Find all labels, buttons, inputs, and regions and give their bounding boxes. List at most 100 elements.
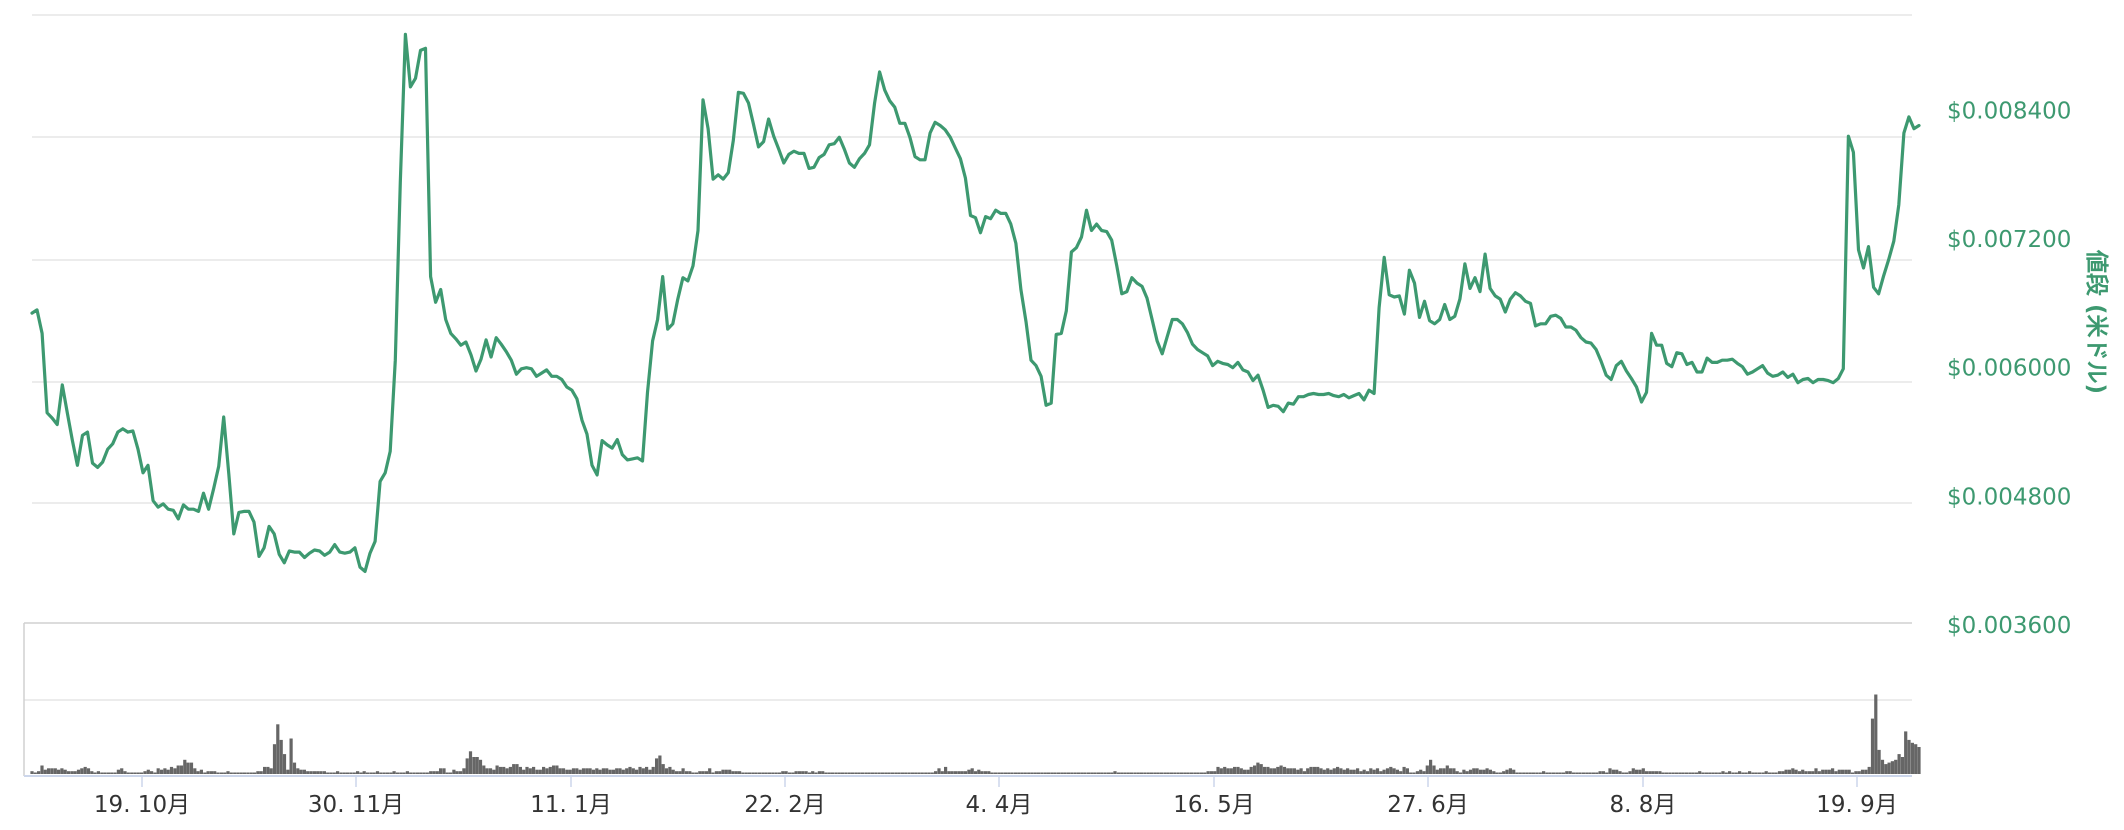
volume-bar (947, 771, 951, 774)
volume-bar (498, 766, 502, 774)
volume-bar (1482, 769, 1486, 774)
volume-bar (1429, 759, 1433, 774)
volume-bar (1113, 771, 1117, 774)
volume-bar (1083, 772, 1087, 774)
volume-bar (309, 771, 313, 774)
volume-bar (1811, 771, 1815, 774)
volume-bar (1223, 766, 1227, 774)
volume-bar (1704, 772, 1708, 774)
volume-bar (50, 768, 54, 774)
volume-bar (462, 768, 466, 774)
volume-bar (568, 769, 572, 774)
volume-bar (625, 768, 629, 774)
volume-bar (851, 772, 855, 774)
volume-bar (1395, 769, 1399, 774)
volume-bar (1548, 772, 1552, 774)
volume-bar (63, 769, 67, 774)
volume-bar (860, 772, 865, 774)
volume-bar (1126, 772, 1130, 774)
volume-bar (963, 771, 968, 774)
volume-bar (1764, 771, 1768, 774)
volume-bar (326, 772, 330, 774)
volume-bar (1455, 771, 1459, 774)
volume-bar (561, 768, 566, 774)
volume-bar (485, 768, 489, 774)
volume-bar (233, 772, 237, 774)
volume-bar (1860, 769, 1865, 774)
x-axis-ticks: 19. 10月 30. 11月 11. 1月 22. 2月 4. 4月 16. 5月 27.… (94, 776, 1898, 818)
volume-bar (1332, 768, 1336, 774)
volume-bar (814, 772, 818, 774)
volume-bar (1120, 772, 1124, 774)
volume-bar (1688, 772, 1692, 774)
volume-bar (1645, 771, 1649, 774)
volume-bar (1867, 766, 1871, 774)
volume-bar (724, 769, 728, 774)
volume-bar (1827, 769, 1831, 774)
volume-bar (1754, 772, 1758, 774)
volume-bar (1013, 772, 1017, 774)
volume-bar (405, 771, 409, 774)
volume-bar (1731, 772, 1735, 774)
volume-bar (76, 769, 81, 774)
volume-bar (292, 762, 297, 774)
volume-bar (1449, 768, 1453, 774)
volume-bar (781, 771, 785, 774)
volume-bar (1060, 772, 1064, 774)
volume-bar (57, 769, 61, 774)
volume-bar (824, 772, 828, 774)
volume-bar (774, 772, 778, 774)
volume-bar (645, 766, 649, 774)
volume-bar (475, 757, 479, 774)
volume-bar (1512, 769, 1516, 774)
volume-bar (1698, 771, 1702, 774)
volume-bar (1090, 772, 1094, 774)
volume-bar (1439, 768, 1443, 774)
volume-bar (216, 772, 220, 774)
volume-bar (392, 771, 396, 774)
volume-bar (399, 772, 403, 774)
volume-bar (1422, 771, 1426, 774)
volume-bar (1000, 772, 1004, 774)
volume-bar (1797, 771, 1801, 774)
volume-bar (495, 765, 499, 774)
volume-bar (1183, 772, 1187, 774)
volume-bar (1385, 768, 1390, 774)
volume-bar (66, 771, 71, 774)
volume-bar (1831, 768, 1835, 774)
volume-bar (831, 772, 835, 774)
volume-bar (1043, 772, 1047, 774)
volume-bar (1708, 772, 1712, 774)
volume-bar (1561, 772, 1566, 774)
volume-bar (395, 772, 399, 774)
volume-bar (601, 768, 605, 774)
volume-bar (887, 772, 891, 774)
volume-bar (1505, 769, 1509, 774)
volume-bar (1076, 772, 1081, 774)
volume-bar (1289, 768, 1293, 774)
x-tick-label: 11. 1月 (530, 792, 612, 818)
volume-bar (439, 768, 443, 774)
volume-bar (575, 768, 579, 774)
volume-bar (1362, 769, 1366, 774)
volume-bar (578, 769, 582, 774)
volume-bar (930, 772, 934, 774)
volume-bar (1728, 771, 1732, 774)
volume-bar (1226, 768, 1230, 774)
volume-bar (1203, 772, 1207, 774)
volume-bar (870, 772, 875, 774)
volume-bar (1635, 769, 1639, 774)
volume-bar (1565, 771, 1569, 774)
volume-bar (1209, 771, 1213, 774)
volume-bar (1312, 766, 1316, 774)
volume-bar (615, 768, 619, 774)
volume-bar (867, 772, 871, 774)
volume-bar (253, 772, 257, 774)
volume-bar (1485, 768, 1489, 774)
volume-bar (1130, 772, 1134, 774)
volume-bar (1718, 772, 1722, 774)
volume-bar (1674, 772, 1679, 774)
volume-bar (1339, 768, 1343, 774)
volume-bar (1080, 772, 1084, 774)
volume-bar (970, 768, 974, 774)
